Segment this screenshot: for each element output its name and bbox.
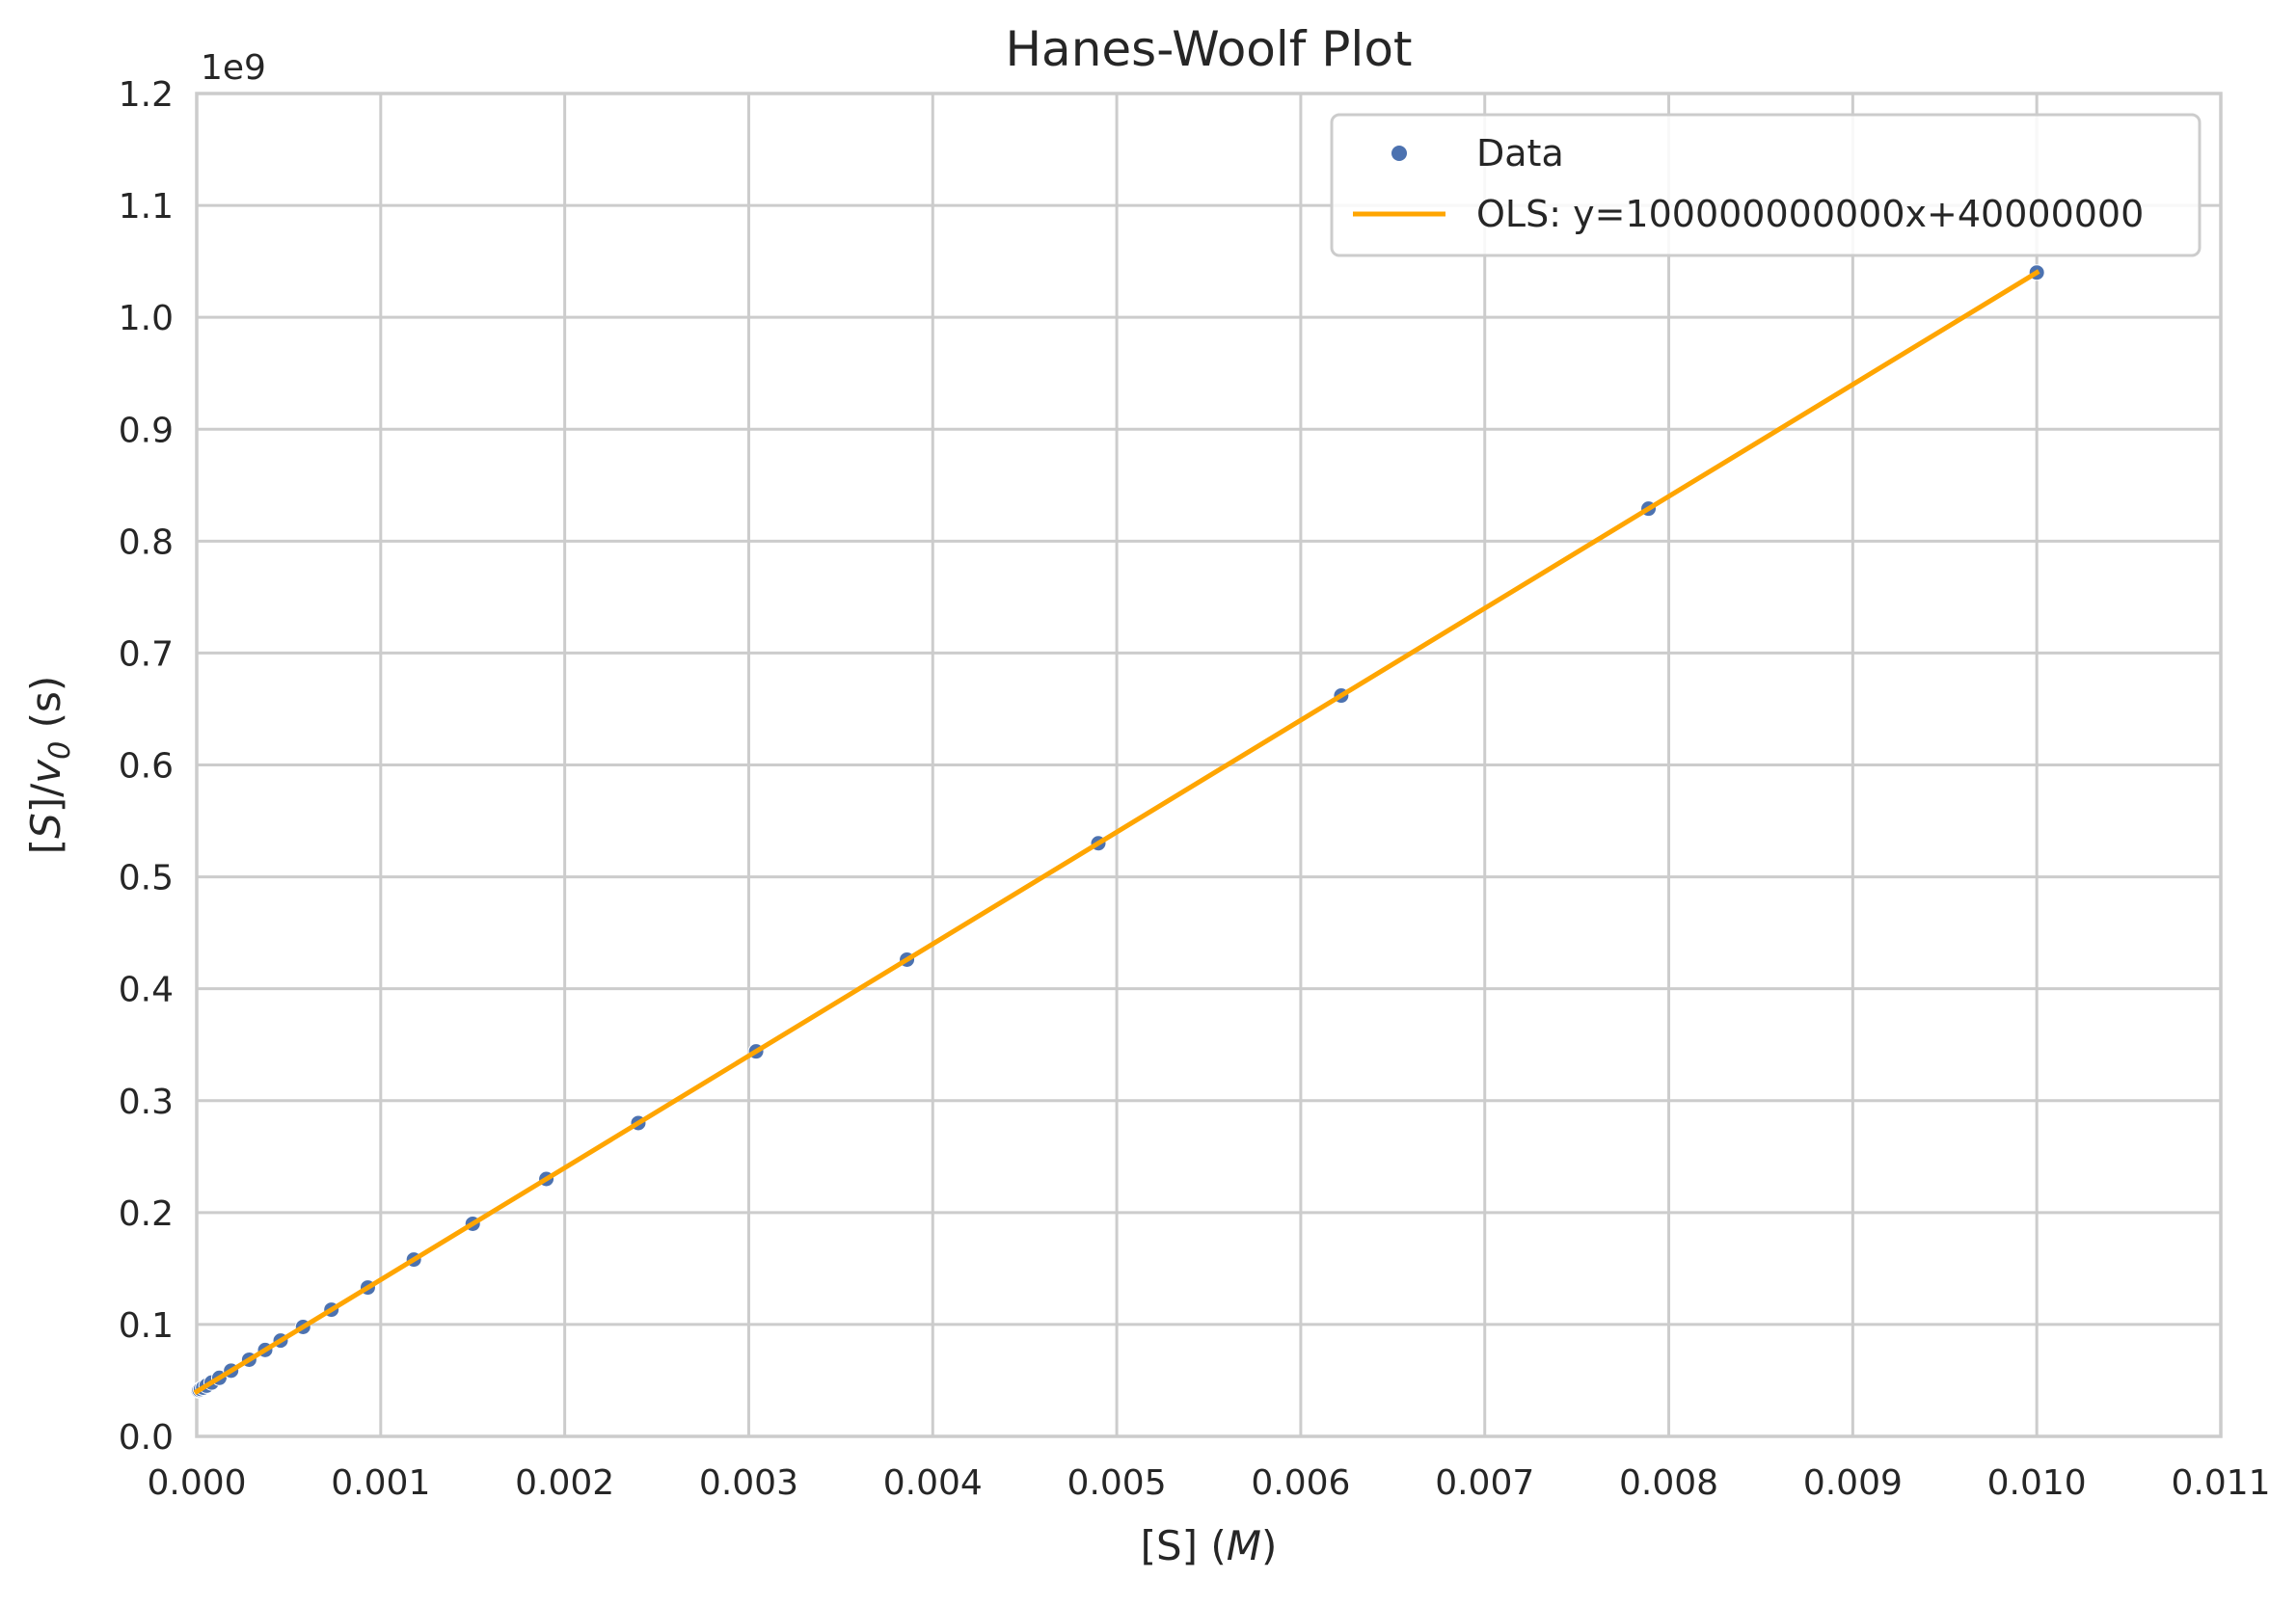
x-tick-label: 0.006 — [1251, 1463, 1350, 1503]
x-tick-label: 0.004 — [883, 1463, 983, 1503]
plot-frame — [195, 92, 2223, 1438]
x-tick-label: 0.007 — [1435, 1463, 1534, 1503]
ols-fit-line — [193, 269, 2040, 1396]
x-tick-label: 0.010 — [1987, 1463, 2087, 1503]
legend-marker-data — [1391, 146, 1407, 161]
x-tick-label: 0.009 — [1803, 1463, 1903, 1503]
y-tick-label: 0.6 — [119, 747, 174, 787]
y-tick-label: 0.0 — [119, 1418, 174, 1458]
x-axis-label: [S] (M) — [1141, 1522, 1278, 1569]
y-tick-label: 0.1 — [119, 1306, 174, 1346]
legend-label: Data — [1476, 132, 1564, 174]
x-tick-label: 0.005 — [1067, 1463, 1167, 1503]
legend-box — [1330, 113, 2201, 257]
y-axis-label: [S]/v0 (s) — [22, 676, 77, 855]
plot-border — [195, 92, 2223, 1438]
series-layer — [190, 264, 2045, 1399]
legend-label: OLS: y=100000000000x+40000000 — [1476, 193, 2144, 235]
y-tick-label: 0.5 — [119, 859, 174, 898]
x-tick-label: 0.011 — [2171, 1463, 2270, 1503]
y-tick-label: 1.1 — [119, 187, 174, 227]
y-tick-label: 0.8 — [119, 522, 174, 562]
legend: Data OLS: y=100000000000x+40000000 — [1330, 113, 2201, 257]
chart-title: Hanes-Woolf Plot — [1005, 21, 1412, 77]
y-tick-label: 0.2 — [119, 1194, 174, 1234]
y-offset-label: 1e9 — [201, 48, 266, 88]
y-tick-label: 0.3 — [119, 1083, 174, 1122]
y-tick-label: 0.7 — [119, 634, 174, 674]
grid-layer — [195, 92, 2223, 1438]
x-tick-label: 0.008 — [1619, 1463, 1718, 1503]
x-tick-label: 0.002 — [515, 1463, 614, 1503]
y-tick-label: 1.0 — [119, 299, 174, 338]
y-tick-label: 0.4 — [119, 971, 174, 1010]
y-tick-label: 1.2 — [119, 75, 174, 115]
x-tick-label: 0.001 — [331, 1463, 430, 1503]
y-tick-label: 0.9 — [119, 411, 174, 450]
x-tick-label: 0.003 — [699, 1463, 798, 1503]
tick-layer: 0.000 0.001 0.002 0.003 0.004 0.005 0.006 0.007… — [119, 75, 2271, 1503]
x-tick-label: 0.000 — [147, 1463, 246, 1503]
